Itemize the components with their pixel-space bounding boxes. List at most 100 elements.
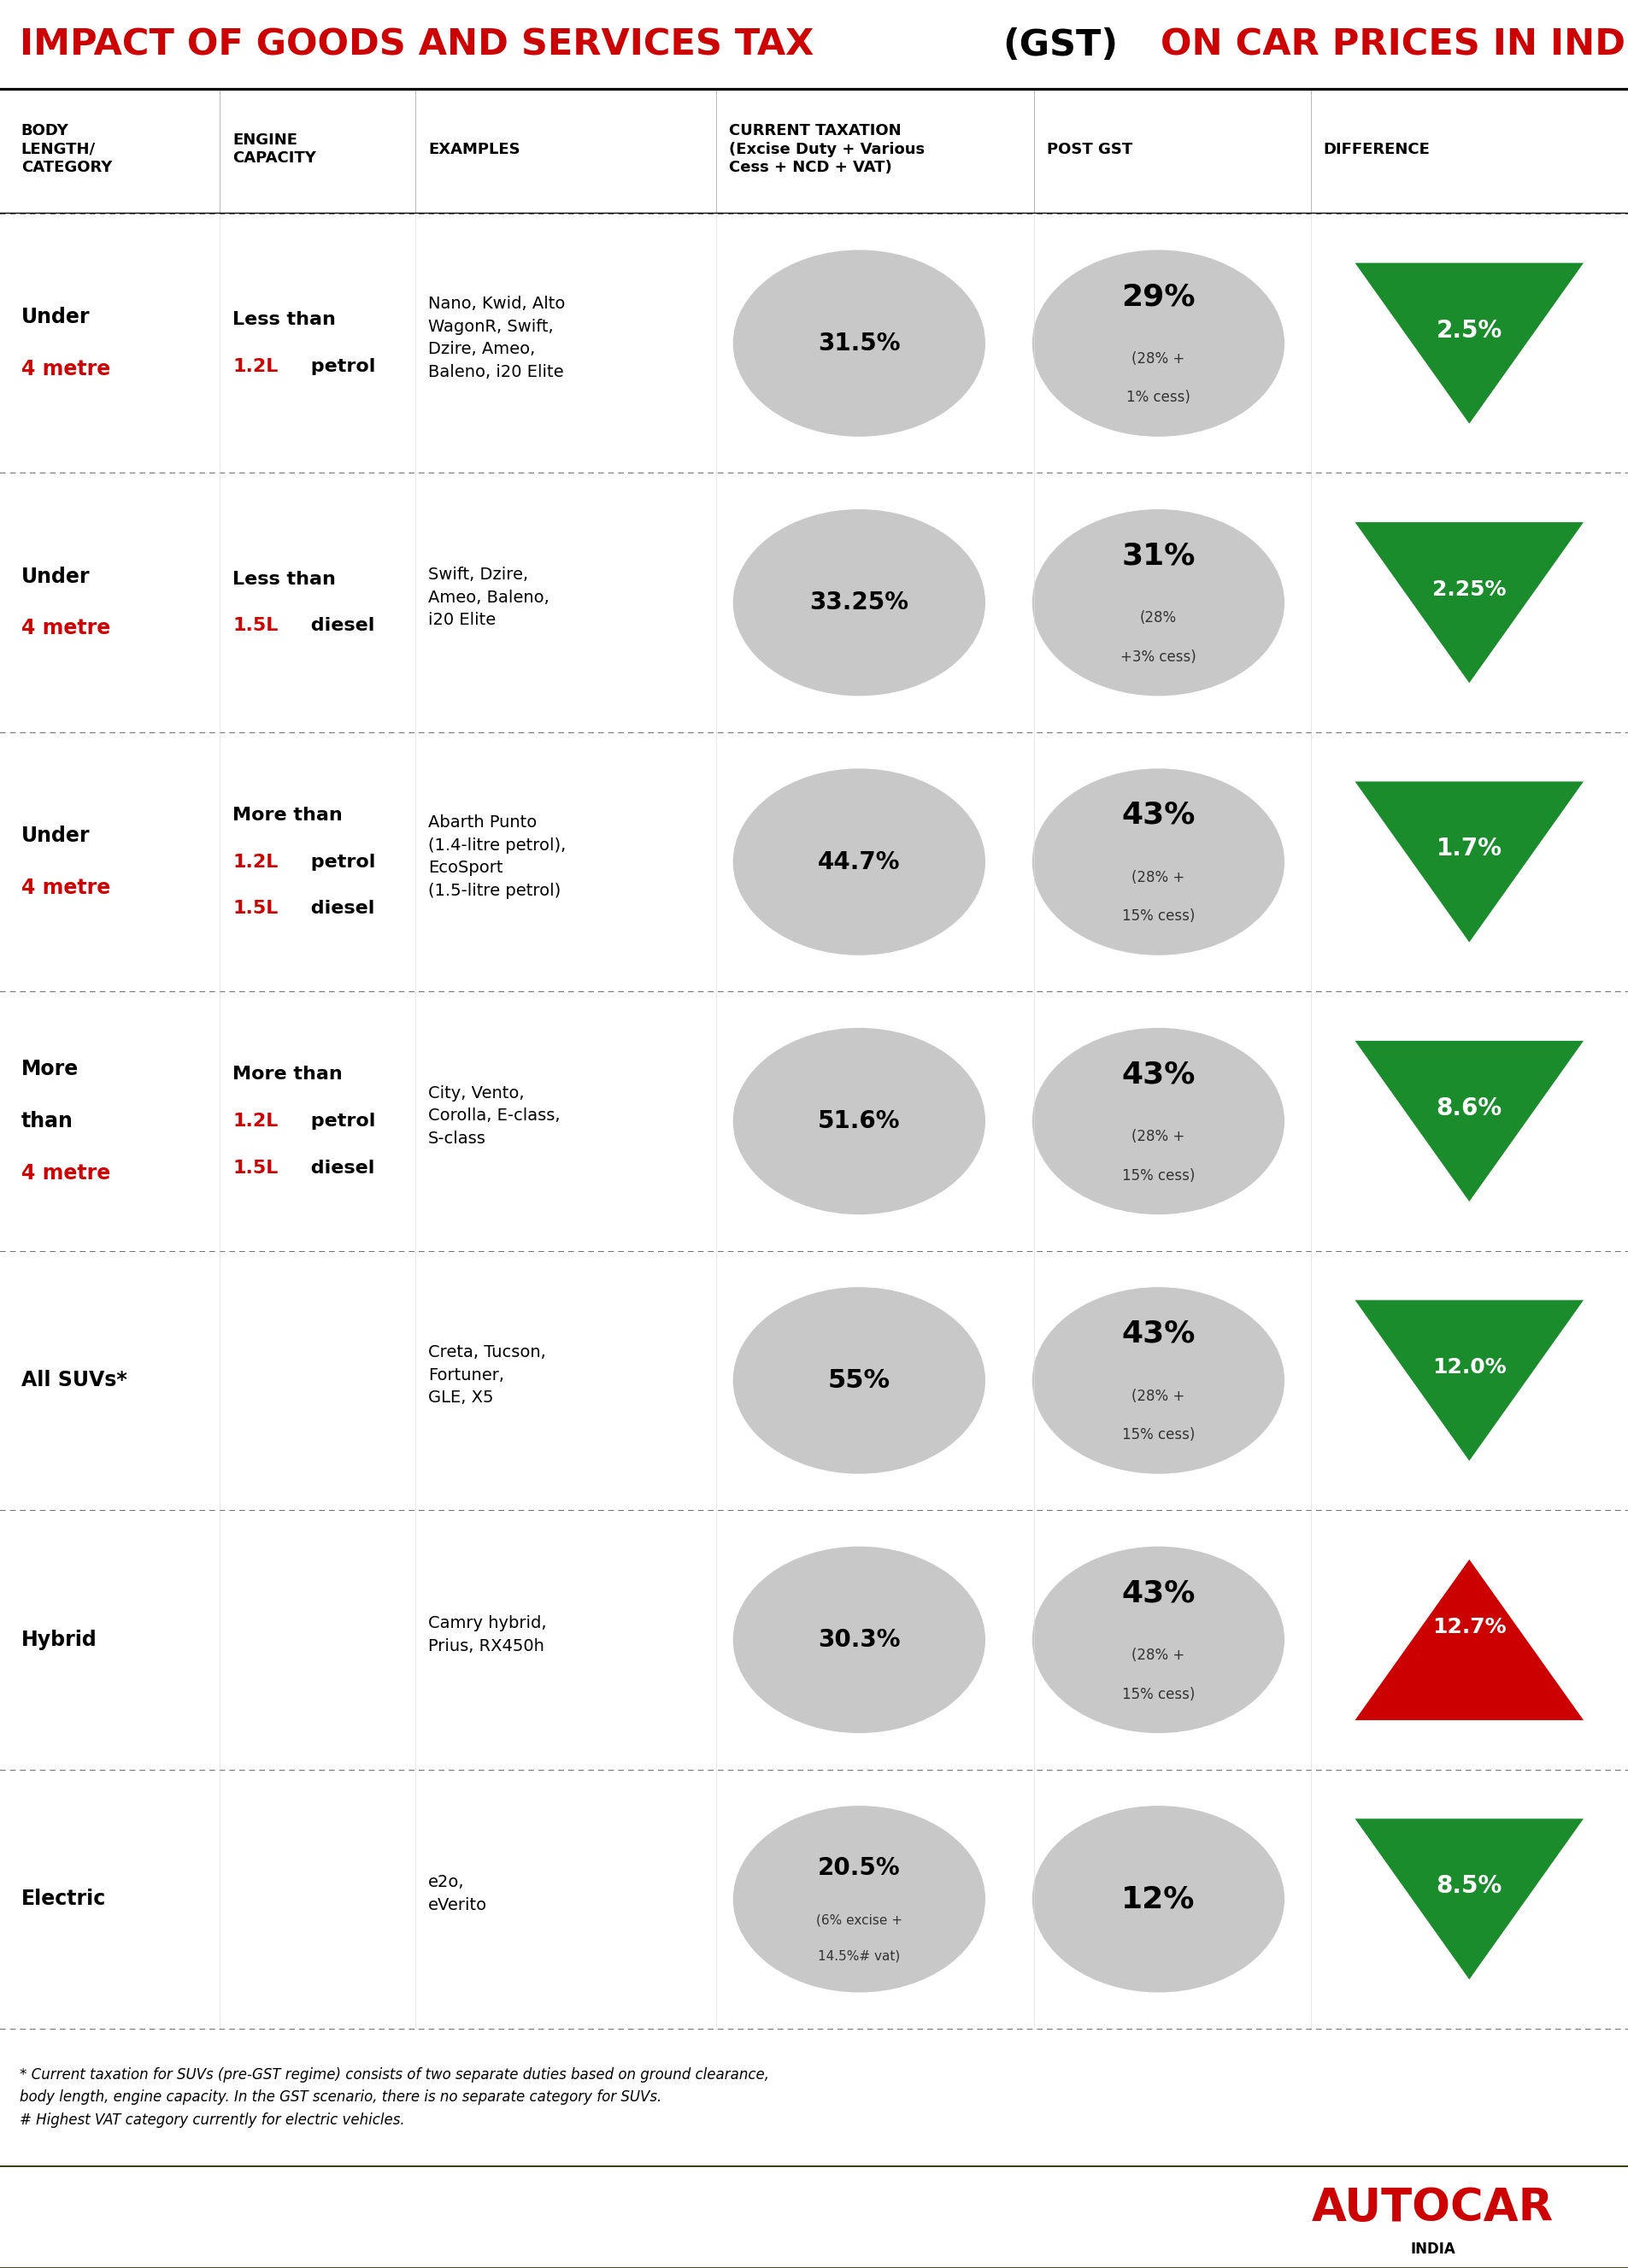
Text: Camry hybrid,
Prius, RX450h: Camry hybrid, Prius, RX450h xyxy=(428,1615,547,1653)
Text: 1.5L: 1.5L xyxy=(233,900,278,916)
Text: diesel: diesel xyxy=(304,1159,374,1177)
Text: 15% cess): 15% cess) xyxy=(1122,1168,1195,1184)
Text: 12.7%: 12.7% xyxy=(1433,1617,1506,1637)
Text: 29%: 29% xyxy=(1122,281,1195,311)
Text: 2.25%: 2.25% xyxy=(1433,578,1506,599)
Text: Under: Under xyxy=(21,567,90,587)
Text: 55%: 55% xyxy=(829,1368,891,1393)
Ellipse shape xyxy=(1032,1027,1284,1216)
Text: (6% excise +: (6% excise + xyxy=(816,1914,902,1926)
Text: All SUVs*: All SUVs* xyxy=(21,1370,127,1390)
Text: diesel: diesel xyxy=(304,617,374,635)
Text: DIFFERENCE: DIFFERENCE xyxy=(1324,141,1431,156)
Text: 15% cess): 15% cess) xyxy=(1122,1687,1195,1701)
Text: 51.6%: 51.6% xyxy=(817,1109,900,1134)
Text: 14.5%# vat): 14.5%# vat) xyxy=(817,1950,900,1962)
Text: BODY
LENGTH/
CATEGORY: BODY LENGTH/ CATEGORY xyxy=(21,122,112,175)
Text: CURRENT TAXATION
(Excise Duty + Various
Cess + NCD + VAT): CURRENT TAXATION (Excise Duty + Various … xyxy=(729,122,925,175)
Text: (28% +: (28% + xyxy=(1131,1647,1185,1662)
Ellipse shape xyxy=(1032,1805,1284,1991)
Ellipse shape xyxy=(733,249,985,438)
Ellipse shape xyxy=(1032,769,1284,955)
Text: 30.3%: 30.3% xyxy=(817,1628,900,1651)
Text: 1.2L: 1.2L xyxy=(233,853,278,871)
Ellipse shape xyxy=(1032,1547,1284,1733)
Text: 4 metre: 4 metre xyxy=(21,1163,111,1184)
Ellipse shape xyxy=(1032,510,1284,696)
Text: 43%: 43% xyxy=(1122,1320,1195,1349)
Text: POST GST: POST GST xyxy=(1047,141,1133,156)
Text: +3% cess): +3% cess) xyxy=(1120,649,1197,665)
Text: Under: Under xyxy=(21,826,90,846)
Text: 20.5%: 20.5% xyxy=(817,1855,900,1880)
Text: (28% +: (28% + xyxy=(1131,869,1185,885)
Text: INDIA: INDIA xyxy=(1410,2241,1455,2257)
Polygon shape xyxy=(1354,1041,1584,1202)
Text: 4 metre: 4 metre xyxy=(21,358,111,379)
Text: Creta, Tucson,
Fortuner,
GLE, X5: Creta, Tucson, Fortuner, GLE, X5 xyxy=(428,1345,545,1406)
Text: diesel: diesel xyxy=(304,900,374,916)
Text: 15% cess): 15% cess) xyxy=(1122,909,1195,923)
Text: More than: More than xyxy=(233,1066,344,1084)
Text: e2o,
eVerito: e2o, eVerito xyxy=(428,1873,487,1914)
Text: 12.0%: 12.0% xyxy=(1433,1356,1506,1377)
Text: petrol: petrol xyxy=(304,358,376,374)
Text: 1.7%: 1.7% xyxy=(1436,837,1503,862)
Text: 1.2L: 1.2L xyxy=(233,358,278,374)
Text: 2.5%: 2.5% xyxy=(1436,318,1503,342)
Text: * Current taxation for SUVs (pre-GST regime) consists of two separate duties bas: * Current taxation for SUVs (pre-GST reg… xyxy=(20,2066,768,2127)
Text: ON CAR PRICES IN INDIA: ON CAR PRICES IN INDIA xyxy=(1148,27,1628,64)
Text: (28% +: (28% + xyxy=(1131,1388,1185,1404)
Text: (28%: (28% xyxy=(1140,610,1177,626)
Text: 4 metre: 4 metre xyxy=(21,878,111,898)
Text: Hybrid: Hybrid xyxy=(21,1628,98,1651)
Text: Nano, Kwid, Alto
WagonR, Swift,
Dzire, Ameo,
Baleno, i20 Elite: Nano, Kwid, Alto WagonR, Swift, Dzire, A… xyxy=(428,297,565,381)
Polygon shape xyxy=(1354,522,1584,683)
Text: 12%: 12% xyxy=(1122,1885,1195,1914)
Text: Abarth Punto
(1.4-litre petrol),
EcoSport
(1.5-litre petrol): Abarth Punto (1.4-litre petrol), EcoSpor… xyxy=(428,814,567,898)
Text: 1.5L: 1.5L xyxy=(233,617,278,635)
Text: 43%: 43% xyxy=(1122,1059,1195,1089)
Ellipse shape xyxy=(1032,1288,1284,1474)
Text: AUTOCAR: AUTOCAR xyxy=(1312,2186,1553,2232)
Text: 1% cess): 1% cess) xyxy=(1127,390,1190,406)
Text: EXAMPLES: EXAMPLES xyxy=(428,141,519,156)
Text: 44.7%: 44.7% xyxy=(817,850,900,873)
Text: 15% cess): 15% cess) xyxy=(1122,1427,1195,1442)
Text: petrol: petrol xyxy=(304,1114,376,1129)
Ellipse shape xyxy=(733,1805,985,1991)
Ellipse shape xyxy=(733,1027,985,1216)
Text: Less than: Less than xyxy=(233,311,335,329)
Text: 31%: 31% xyxy=(1122,542,1195,572)
Ellipse shape xyxy=(733,1547,985,1733)
Text: (GST): (GST) xyxy=(1003,27,1118,64)
Text: than: than xyxy=(21,1111,73,1132)
Polygon shape xyxy=(1354,1819,1584,1980)
Ellipse shape xyxy=(733,769,985,955)
Polygon shape xyxy=(1354,1300,1584,1461)
Text: 8.5%: 8.5% xyxy=(1436,1873,1503,1898)
Text: (28% +: (28% + xyxy=(1131,352,1185,367)
Text: ENGINE
CAPACITY: ENGINE CAPACITY xyxy=(233,132,316,166)
Text: 1.2L: 1.2L xyxy=(233,1114,278,1129)
Text: 4 metre: 4 metre xyxy=(21,619,111,640)
Text: Electric: Electric xyxy=(21,1889,106,1910)
Text: 1.5L: 1.5L xyxy=(233,1159,278,1177)
Text: Under: Under xyxy=(21,306,90,327)
Text: Swift, Dzire,
Ameo, Baleno,
i20 Elite: Swift, Dzire, Ameo, Baleno, i20 Elite xyxy=(428,567,549,628)
Text: 43%: 43% xyxy=(1122,1579,1195,1608)
Text: 31.5%: 31.5% xyxy=(817,331,900,356)
Polygon shape xyxy=(1354,782,1584,941)
Text: 33.25%: 33.25% xyxy=(809,590,908,615)
Ellipse shape xyxy=(733,1288,985,1474)
Text: petrol: petrol xyxy=(304,853,376,871)
Text: (28% +: (28% + xyxy=(1131,1129,1185,1145)
Text: IMPACT OF GOODS AND SERVICES TAX: IMPACT OF GOODS AND SERVICES TAX xyxy=(20,27,827,64)
Ellipse shape xyxy=(1032,249,1284,438)
Text: More: More xyxy=(21,1059,78,1080)
Polygon shape xyxy=(1354,1560,1584,1719)
Text: 8.6%: 8.6% xyxy=(1436,1095,1503,1120)
Text: Less than: Less than xyxy=(233,572,335,587)
Text: More than: More than xyxy=(233,807,344,823)
Text: City, Vento,
Corolla, E-class,
S-class: City, Vento, Corolla, E-class, S-class xyxy=(428,1084,560,1148)
